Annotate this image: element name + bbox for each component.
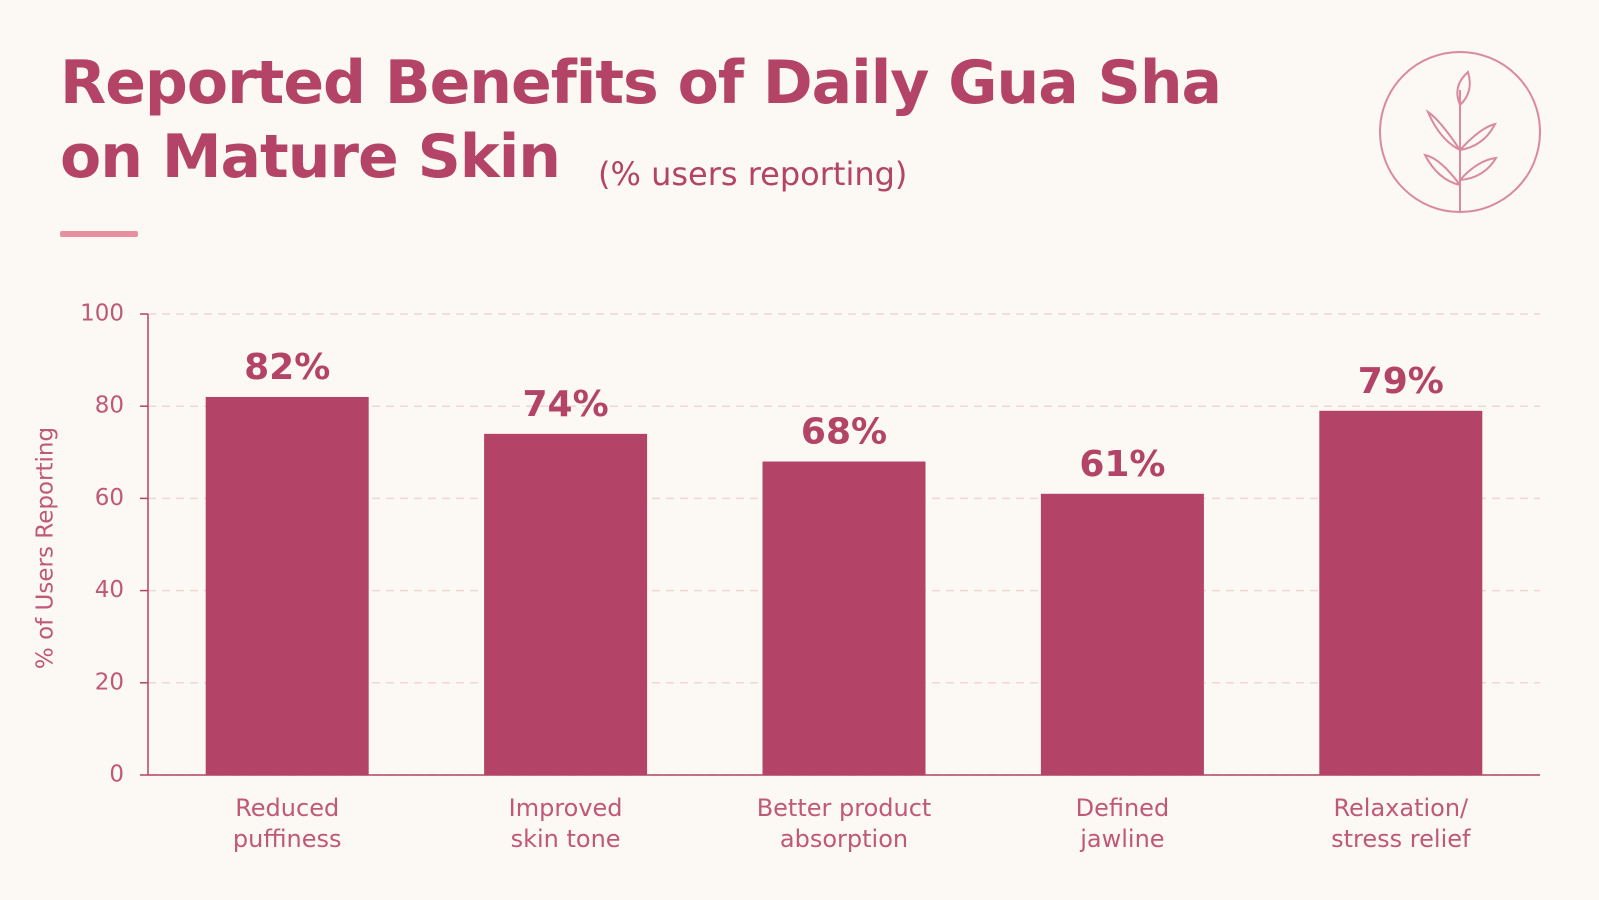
chart-subtitle: (% users reporting) bbox=[598, 155, 907, 193]
value-label: 82% bbox=[244, 347, 330, 388]
x-tick-label: Reduced puffiness bbox=[233, 794, 342, 853]
accent-line bbox=[60, 231, 138, 237]
y-tick-label: 40 bbox=[95, 577, 124, 603]
value-label: 61% bbox=[1079, 444, 1165, 485]
leaf-icon bbox=[1379, 51, 1541, 213]
y-tick-label: 0 bbox=[109, 762, 124, 788]
x-tick-label: Better product absorption bbox=[757, 794, 932, 853]
value-label: 68% bbox=[801, 412, 887, 453]
y-tick-label: 20 bbox=[95, 669, 124, 695]
x-tick-label: Defined jawline bbox=[1076, 794, 1170, 853]
y-tick-label: 80 bbox=[95, 393, 124, 419]
y-axis-label: % of Users Reporting bbox=[33, 427, 59, 669]
chart-title: Reported Benefits of Daily Gua Sha on Mat… bbox=[60, 48, 1221, 192]
bar bbox=[1319, 410, 1483, 775]
y-tick-label: 100 bbox=[80, 301, 124, 327]
x-tick-label: Improved skin tone bbox=[509, 794, 623, 853]
x-tick-label: Relaxation/stress relief bbox=[1331, 794, 1471, 853]
value-label: 74% bbox=[523, 384, 609, 425]
y-tick-label: 60 bbox=[95, 485, 124, 511]
bar bbox=[762, 461, 926, 775]
bar bbox=[205, 396, 369, 775]
bar bbox=[484, 433, 648, 775]
value-label: 79% bbox=[1358, 361, 1444, 402]
bar bbox=[1040, 493, 1204, 775]
